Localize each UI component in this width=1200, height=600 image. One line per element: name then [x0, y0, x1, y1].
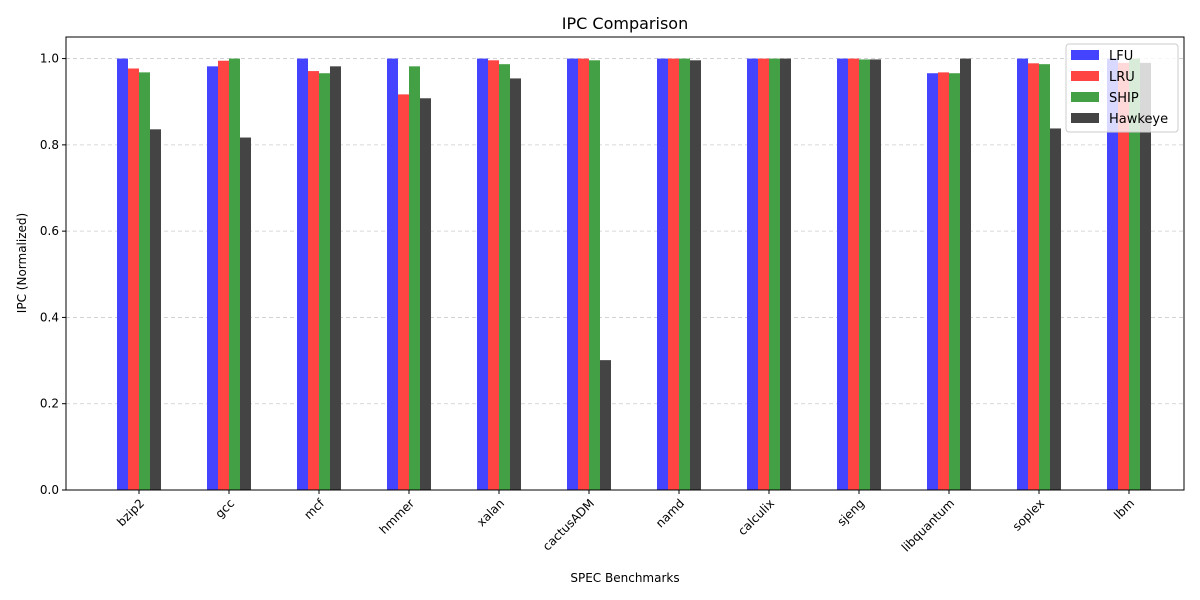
bar-lru-lbm	[1118, 62, 1129, 491]
bar-ship-hmmer	[409, 66, 420, 490]
bar-ship-sjeng	[859, 59, 870, 490]
bar-hawkeye-mcf	[330, 66, 341, 490]
legend-swatch-ship	[1071, 92, 1099, 102]
bar-lru-mcf	[308, 71, 319, 490]
bar-ship-libquantum	[949, 73, 960, 491]
bar-lru-cactusadm	[578, 58, 589, 490]
bar-ship-lbm	[1129, 58, 1140, 490]
bar-ship-mcf	[319, 73, 330, 491]
x-tick-label: xalan	[474, 496, 507, 529]
y-tick-label: 0.4	[40, 310, 59, 324]
bar-lfu-namd	[657, 58, 668, 490]
y-axis-title: IPC (Normalized)	[15, 213, 29, 313]
x-tick-label: hmmer	[377, 496, 418, 537]
bar-ship-cactusadm	[589, 60, 600, 490]
bar-hawkeye-xalan	[510, 78, 521, 490]
bar-lfu-bzip2	[117, 58, 128, 490]
legend-swatch-lru	[1071, 71, 1099, 81]
legend-swatch-lfu	[1071, 50, 1099, 60]
bar-hawkeye-gcc	[240, 137, 251, 490]
bar-lfu-calculix	[747, 58, 758, 490]
legend-label-ship: SHIP	[1109, 91, 1139, 106]
bar-hawkeye-calculix	[780, 58, 791, 490]
x-axis-title: SPEC Benchmarks	[570, 571, 679, 585]
bar-lru-soplex	[1028, 63, 1039, 491]
bar-lru-sjeng	[848, 58, 859, 490]
y-axis-ticks: 0.0 0.2 0.4 0.6 0.8 1.0	[40, 52, 66, 497]
bar-lfu-hmmer	[387, 58, 398, 490]
x-tick-label: cactusADM	[540, 496, 597, 553]
bar-lru-bzip2	[128, 68, 139, 490]
x-tick-label: calculix	[735, 496, 777, 538]
bar-hawkeye-cactusadm	[600, 360, 611, 490]
legend-box	[1065, 43, 1179, 133]
bar-lfu-cactusadm	[567, 58, 578, 490]
legend-label-lru: LRU	[1109, 70, 1135, 85]
x-tick-label: lbm	[1111, 496, 1137, 522]
bar-lfu-sjeng	[837, 58, 848, 490]
bar-ship-bzip2	[139, 72, 150, 491]
bar-lru-calculix	[758, 58, 769, 490]
bar-lfu-xalan	[477, 58, 488, 490]
y-tick-label: 0.8	[40, 138, 59, 152]
bar-lru-libquantum	[938, 72, 949, 491]
x-tick-label: bzip2	[114, 496, 147, 529]
y-tick-label: 0.0	[40, 483, 59, 497]
bar-lru-hmmer	[398, 94, 409, 490]
bar-ship-xalan	[499, 64, 510, 491]
x-tick-label: libquantum	[899, 496, 957, 554]
bar-lfu-mcf	[297, 58, 308, 490]
bar-lfu-gcc	[207, 66, 218, 490]
bar-lfu-libquantum	[927, 73, 938, 491]
y-tick-label: 0.6	[40, 224, 59, 238]
bar-hawkeye-libquantum	[960, 58, 971, 490]
legend-swatch-hawkeye	[1071, 113, 1099, 123]
x-tick-label: gcc	[213, 496, 238, 521]
bar-hawkeye-namd	[690, 60, 701, 490]
y-tick-label: 0.2	[40, 397, 59, 411]
legend-label-hawkeye: Hawkeye	[1109, 112, 1168, 127]
bars	[117, 58, 1151, 491]
bar-lru-xalan	[488, 60, 499, 490]
plot-frame	[65, 36, 1185, 491]
bar-hawkeye-hmmer	[420, 98, 431, 491]
bar-ship-gcc	[229, 58, 240, 490]
legend-label-lfu: LFU	[1109, 49, 1133, 64]
x-tick-label: mcf	[301, 496, 327, 522]
bar-hawkeye-soplex	[1050, 128, 1061, 490]
bar-ship-soplex	[1039, 64, 1050, 491]
bar-ship-namd	[679, 58, 690, 490]
legend: LFU LRU SHIP Hawkeye	[1065, 43, 1179, 133]
y-tick-label: 1.0	[40, 52, 59, 66]
bar-lru-gcc	[218, 60, 229, 490]
x-tick-label: namd	[653, 496, 687, 530]
x-tick-label: soplex	[1010, 496, 1047, 533]
bar-hawkeye-sjeng	[870, 59, 881, 490]
chart-title: IPC Comparison	[562, 14, 688, 33]
x-tick-label: sjeng	[834, 496, 867, 529]
bar-hawkeye-lbm	[1140, 62, 1151, 491]
bar-hawkeye-bzip2	[150, 129, 161, 490]
bar-lfu-lbm	[1107, 58, 1118, 490]
bar-lfu-soplex	[1017, 58, 1028, 490]
bar-lru-namd	[668, 58, 679, 490]
bar-ship-calculix	[769, 58, 780, 490]
x-axis-ticks: bzip2 gcc mcf hmmer xalan cactusADM namd calcul…	[114, 490, 1137, 555]
